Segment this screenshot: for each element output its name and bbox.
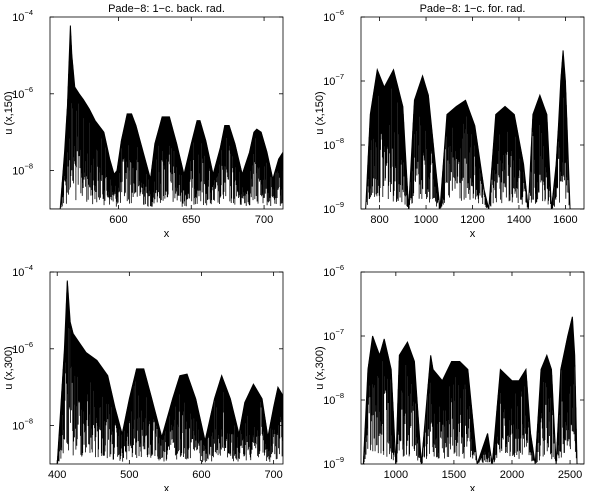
x-axis-label: x bbox=[164, 483, 170, 491]
y-axis-label: u (x,300) bbox=[3, 346, 15, 389]
x-tick-label: 1000 bbox=[384, 469, 408, 481]
x-tick-label: 1500 bbox=[442, 469, 466, 481]
subplot-back-rad-150: 600 650 700 10−4 10−6 10−8 Pade−8: 1−c. back. … bbox=[3, 3, 284, 240]
subplot-title: Pade−8: 1−c. back. rad. bbox=[108, 3, 225, 15]
x-tick-label: 1600 bbox=[553, 214, 577, 226]
y-tick-label: 10−6 bbox=[323, 263, 344, 279]
x-tick-label: 1200 bbox=[460, 214, 484, 226]
x-tick-label: 650 bbox=[182, 214, 200, 226]
x-tick-label: 1000 bbox=[414, 214, 438, 226]
x-axis-label: x bbox=[470, 483, 476, 491]
x-axis-label: x bbox=[164, 228, 170, 240]
y-tick-label: 10−7 bbox=[323, 72, 344, 88]
x-tick-label: 2000 bbox=[500, 469, 524, 481]
y-tick-label: 10−8 bbox=[12, 162, 33, 178]
oscillation-band bbox=[365, 50, 571, 209]
y-tick-label: 10−6 bbox=[12, 340, 33, 356]
oscillation-band bbox=[56, 281, 283, 464]
y-tick-label: 10−8 bbox=[323, 136, 344, 152]
series-line bbox=[50, 280, 283, 464]
x-tick-label: 1400 bbox=[507, 214, 531, 226]
y-tick-label: 10−4 bbox=[12, 263, 33, 279]
x-tick-label: 600 bbox=[192, 469, 210, 481]
y-axis-label: u (x,300) bbox=[314, 346, 326, 389]
x-axis-label: x bbox=[470, 228, 476, 240]
subplot-title: Pade−8: 1−c. for. rad. bbox=[420, 3, 526, 15]
x-tick-label: 700 bbox=[255, 214, 273, 226]
series-line bbox=[362, 316, 584, 464]
y-tick-label: 10−8 bbox=[12, 417, 33, 433]
x-tick-label: 700 bbox=[264, 469, 282, 481]
oscillation-band bbox=[60, 26, 283, 208]
y-axis-label: u (x,150) bbox=[3, 91, 15, 134]
y-tick-label: 10−4 bbox=[12, 8, 33, 24]
x-tick-label: 400 bbox=[48, 469, 66, 481]
y-tick-label: 10−9 bbox=[323, 455, 344, 471]
axes-frame bbox=[360, 271, 585, 465]
y-tick-label: 10−8 bbox=[323, 391, 344, 407]
series-line bbox=[50, 25, 283, 209]
y-tick-label: 10−6 bbox=[12, 85, 33, 101]
subplot-back-rad-300: 400 500 600 700 10−4 10−6 10−8 x u (x,300) bbox=[3, 263, 284, 491]
x-tick-label: 600 bbox=[109, 214, 127, 226]
series-line bbox=[365, 50, 584, 209]
y-tick-label: 10−7 bbox=[323, 327, 344, 343]
y-tick-label: 10−9 bbox=[323, 200, 344, 216]
axes-frame bbox=[49, 271, 284, 465]
x-tick-label: 2500 bbox=[558, 469, 582, 481]
axes-frame bbox=[49, 16, 284, 210]
y-tick-label: 10−6 bbox=[323, 8, 344, 24]
y-axis-label: u (x,150) bbox=[314, 91, 326, 134]
x-tick-label: 500 bbox=[120, 469, 138, 481]
subplot-for-rad-150: 800 1000 1200 1400 1600 10−6 10−7 10−8 10−9 Pade−… bbox=[314, 3, 585, 240]
x-tick-label: 800 bbox=[370, 214, 388, 226]
subplot-for-rad-300: 1000 1500 2000 2500 10−6 10−7 10−8 10−9 x u (x,30… bbox=[314, 263, 585, 491]
